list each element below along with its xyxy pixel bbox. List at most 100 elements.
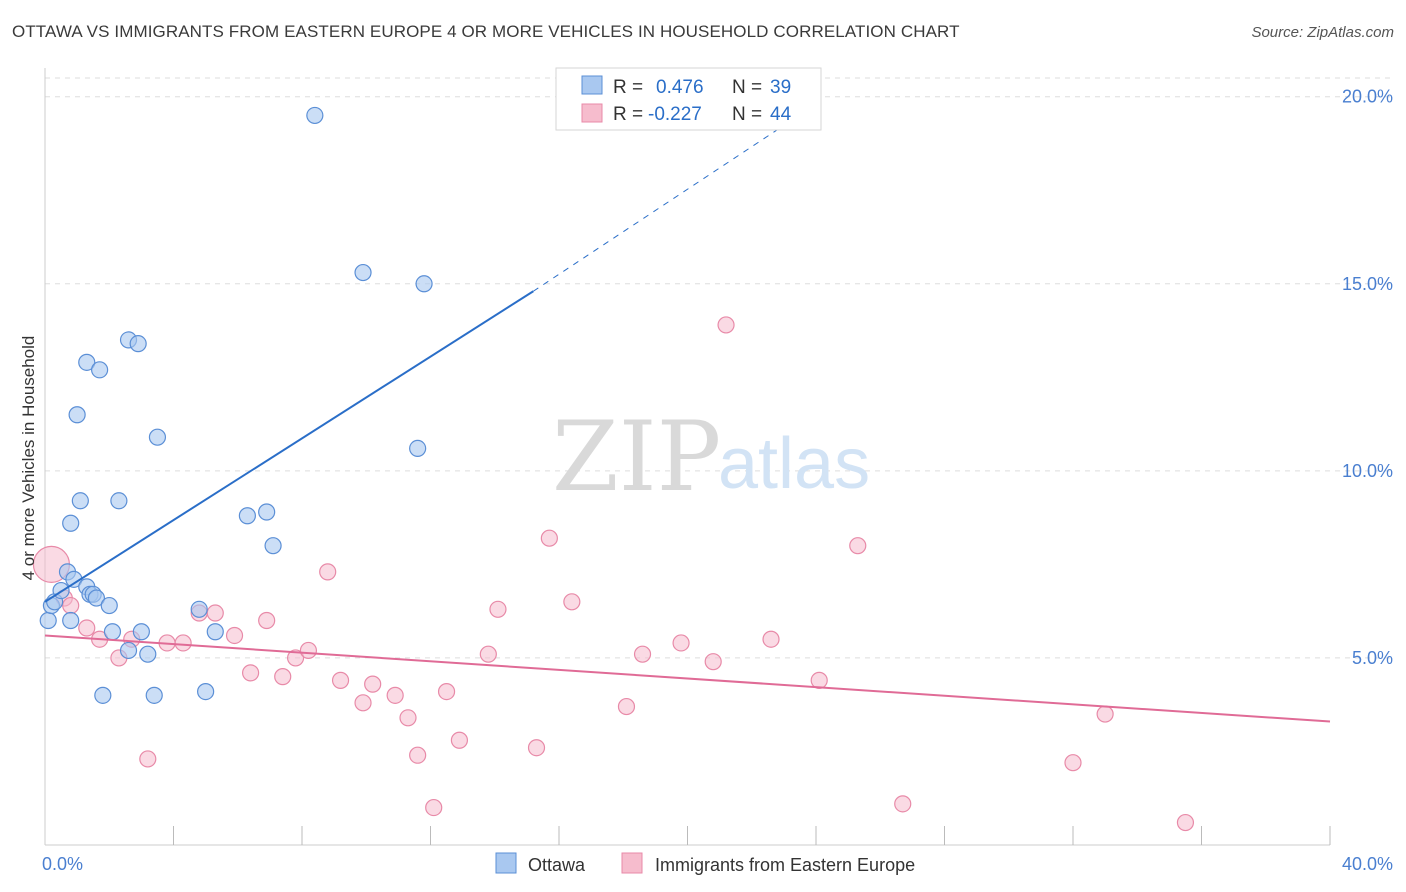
imm-point (540, 529, 558, 547)
ottawa-point (119, 641, 138, 660)
ottawa-point (139, 645, 157, 663)
ottawa-point (190, 600, 208, 618)
ottawa-point (197, 682, 215, 701)
imm-point (489, 600, 507, 618)
x-tick-labels: 0.0% 40.0% (42, 854, 1393, 874)
legend-imm-swatch (621, 852, 643, 874)
imm-point (174, 634, 192, 652)
watermark-zip: ZIP (552, 401, 721, 513)
legend-ottawa-swatch (495, 852, 517, 874)
ottawa-point (78, 353, 96, 371)
ottawa-point (62, 611, 80, 630)
watermark: ZIP atlas (552, 401, 870, 513)
ottawa-point (148, 428, 167, 446)
y-tick-label: 15.0% (1342, 274, 1393, 294)
imm-point (399, 709, 417, 727)
imm-point (1064, 754, 1082, 772)
chart-title: OTTAWA VS IMMIGRANTS FROM EASTERN EUROPE… (12, 22, 960, 41)
imm-point (704, 653, 722, 671)
x-tick-label: 0.0% (42, 854, 83, 874)
ottawa-point (132, 623, 150, 641)
imm-point (1176, 813, 1195, 832)
stats-imm-n-label: N = (732, 104, 762, 125)
imm-point (479, 645, 497, 663)
stats-imm-r-label: R = (613, 104, 643, 125)
ottawa-point (206, 623, 224, 641)
ottawa-point (103, 623, 122, 641)
imm-point (206, 604, 224, 622)
imm-point (225, 626, 244, 645)
imm-trend-line (44, 634, 1331, 723)
imm-point (319, 563, 337, 581)
stats-imm-n: 44 (770, 104, 792, 125)
imm-point (762, 630, 780, 648)
ottawa-point (71, 492, 89, 510)
imm-point (274, 668, 292, 686)
imm-point (78, 619, 96, 637)
source-label: Source: ZipAtlas.com (1251, 24, 1394, 41)
stats-box: R = 0.476 N = 39 R = -0.227 N = 44 (555, 67, 822, 131)
stats-ottawa-r-label: R = (613, 77, 643, 98)
stats-ottawa-n-label: N = (732, 77, 762, 98)
stats-imm-r: -0.227 (648, 104, 702, 125)
y-tick-labels: 5.0% 10.0% 15.0% 20.0% (1342, 87, 1393, 668)
imm-series-points (32, 316, 1195, 832)
imm-point (849, 537, 867, 555)
imm-point (894, 795, 912, 813)
ottawa-trend-extension (533, 103, 817, 292)
imm-point (672, 634, 690, 652)
ottawa-point (258, 503, 276, 521)
ottawa-point (415, 275, 433, 293)
imm-point (364, 675, 382, 693)
ottawa-point (68, 406, 86, 424)
imm-point (450, 731, 469, 749)
imm-point (633, 645, 652, 663)
ottawa-point (110, 492, 128, 510)
ottawa-point (306, 106, 324, 125)
imm-point (1096, 705, 1114, 723)
y-tick-label: 20.0% (1342, 87, 1393, 107)
y-tick-label: 10.0% (1342, 461, 1393, 481)
imm-point (331, 671, 350, 689)
ottawa-point (129, 335, 147, 353)
axes (44, 68, 1331, 846)
imm-point (717, 316, 735, 334)
ottawa-point (91, 361, 109, 379)
ottawa-point (238, 507, 256, 525)
imm-point (139, 750, 157, 768)
imm-point (810, 671, 828, 689)
stats-ottawa-n: 39 (770, 77, 791, 98)
imm-point (386, 686, 404, 704)
imm-point (409, 746, 427, 764)
imm-point (286, 649, 305, 667)
y-tick-label: 5.0% (1352, 648, 1393, 668)
gridlines (45, 77, 1392, 659)
imm-point (258, 611, 276, 630)
y-axis-title: 4 or more Vehicles in Household (19, 336, 38, 581)
ottawa-point (145, 686, 163, 704)
ottawa-point (100, 596, 118, 615)
imm-point (527, 739, 546, 757)
stats-ottawa-swatch (581, 75, 603, 95)
ottawa-point (354, 263, 372, 282)
stats-ottawa-r: 0.476 (656, 77, 704, 98)
stats-imm-swatch (581, 103, 603, 123)
watermark-atlas: atlas (718, 424, 870, 504)
legend-ottawa-label: Ottawa (528, 855, 586, 875)
legend-imm-label: Immigrants from Eastern Europe (655, 855, 915, 875)
imm-point (563, 593, 581, 611)
legend: Ottawa Immigrants from Eastern Europe (495, 852, 915, 875)
ottawa-point (87, 589, 106, 607)
imm-point (617, 697, 636, 716)
ottawa-point (94, 686, 112, 704)
ottawa-point (264, 537, 282, 555)
imm-point (425, 798, 443, 817)
ottawa-trend-line (44, 290, 534, 603)
imm-point (299, 641, 318, 660)
imm-point (354, 694, 372, 712)
x-tick-label: 40.0% (1342, 854, 1393, 874)
imm-point (437, 682, 456, 701)
ottawa-series-points (39, 106, 433, 704)
ottawa-point (39, 611, 57, 630)
